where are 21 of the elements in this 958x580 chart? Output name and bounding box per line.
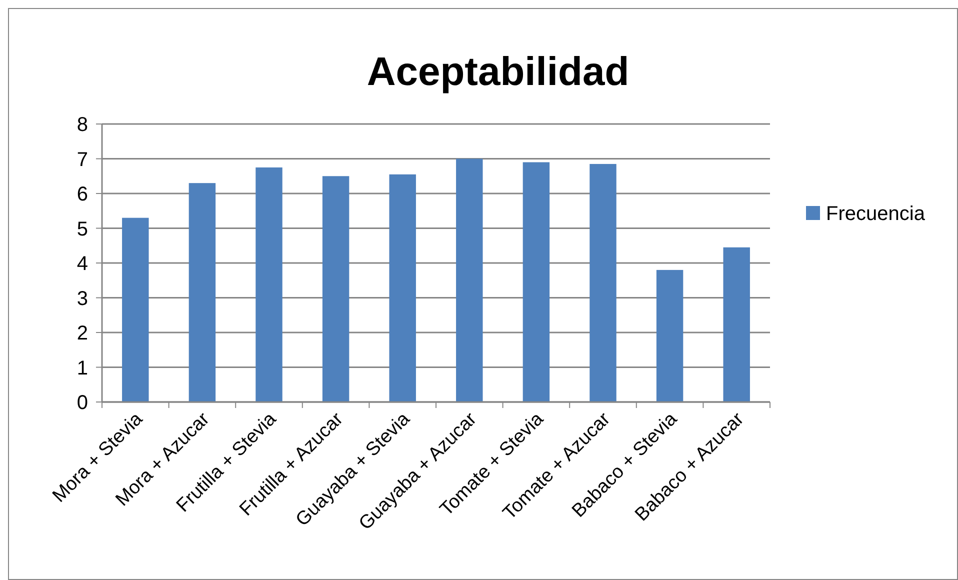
y-tick-label: 3 bbox=[76, 288, 88, 310]
legend-label: Frecuencia bbox=[826, 203, 926, 225]
bar bbox=[188, 183, 216, 402]
bar bbox=[656, 270, 684, 402]
bar bbox=[723, 247, 750, 402]
bar bbox=[256, 167, 282, 402]
y-tick-label: 0 bbox=[76, 392, 88, 414]
bar bbox=[590, 164, 616, 402]
bar bbox=[389, 174, 416, 402]
y-tick-label: 2 bbox=[76, 322, 88, 344]
y-tick-label: 6 bbox=[76, 184, 88, 206]
bar bbox=[322, 176, 350, 402]
y-tick-label: 4 bbox=[76, 253, 88, 275]
y-tick-label: 8 bbox=[76, 114, 88, 136]
y-tick-label: 5 bbox=[76, 218, 88, 240]
y-tick-label: 7 bbox=[76, 148, 88, 171]
bar bbox=[122, 218, 149, 402]
y-tick-label: 1 bbox=[76, 357, 88, 380]
bar bbox=[456, 158, 483, 402]
chart-title: Aceptabilidad bbox=[366, 50, 630, 94]
bar bbox=[522, 162, 550, 402]
